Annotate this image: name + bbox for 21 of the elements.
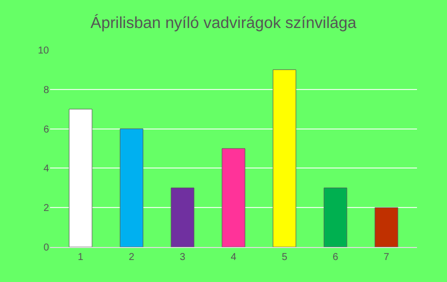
y-tick-label: 10 xyxy=(38,46,50,56)
y-tick-label: 0 xyxy=(43,242,50,254)
bar xyxy=(170,188,194,247)
x-tick-label: 5 xyxy=(282,252,288,263)
x-tick-label: 1 xyxy=(78,252,84,263)
bar xyxy=(324,188,348,247)
x-tick-label: 2 xyxy=(128,252,135,263)
x-tick-label: 7 xyxy=(384,252,390,263)
bar xyxy=(222,148,246,247)
bar xyxy=(374,207,398,247)
x-tick-label: 4 xyxy=(230,252,237,263)
bar xyxy=(68,108,92,247)
x-tick-label: 3 xyxy=(180,252,186,263)
bar xyxy=(272,69,296,247)
bar xyxy=(120,128,144,247)
chart-title: Áprilisban nyíló vadvirágok színvilága xyxy=(90,14,357,32)
y-tick-label: 6 xyxy=(43,124,50,136)
y-tick-label: 2 xyxy=(43,203,50,214)
y-tick-label: 4 xyxy=(43,164,50,175)
y-tick-label: 8 xyxy=(43,84,50,96)
x-tick-label: 6 xyxy=(332,252,339,263)
